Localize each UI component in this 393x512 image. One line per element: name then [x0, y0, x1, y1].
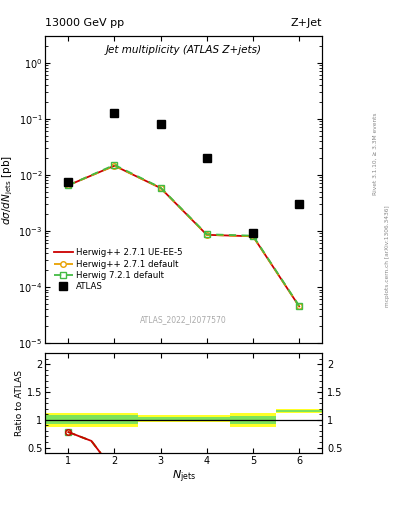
ATLAS — [112, 110, 117, 116]
ATLAS — [251, 230, 255, 237]
Text: Jet multiplicity (ATLAS Z+jets): Jet multiplicity (ATLAS Z+jets) — [106, 45, 262, 55]
Herwig++ 2.7.1 UE-EE-5 — [66, 182, 71, 188]
X-axis label: $N_\mathrm{jets}$: $N_\mathrm{jets}$ — [172, 468, 196, 485]
Y-axis label: $d\sigma/dN_\mathrm{jets}$ [pb]: $d\sigma/dN_\mathrm{jets}$ [pb] — [1, 154, 15, 225]
Legend: Herwig++ 2.7.1 UE-EE-5, Herwig++ 2.7.1 default, Herwig 7.2.1 default, ATLAS: Herwig++ 2.7.1 UE-EE-5, Herwig++ 2.7.1 d… — [52, 247, 185, 293]
Herwig++ 2.7.1 default — [204, 232, 209, 238]
Herwig++ 2.7.1 default — [297, 303, 301, 309]
ATLAS — [204, 155, 209, 161]
Text: Z+Jet: Z+Jet — [291, 18, 322, 28]
Herwig++ 2.7.1 UE-EE-5 — [251, 233, 255, 240]
Herwig++ 2.7.1 UE-EE-5 — [204, 232, 209, 238]
Herwig 7.2.1 default — [158, 184, 163, 190]
Line: Herwig++ 2.7.1 UE-EE-5: Herwig++ 2.7.1 UE-EE-5 — [68, 166, 299, 306]
Herwig++ 2.7.1 default — [112, 163, 117, 169]
Text: Rivet 3.1.10, ≥ 3.3M events: Rivet 3.1.10, ≥ 3.3M events — [373, 112, 378, 195]
Herwig 7.2.1 default — [251, 232, 255, 239]
Text: 13000 GeV pp: 13000 GeV pp — [45, 18, 124, 28]
ATLAS — [297, 201, 301, 207]
Line: Herwig++ 2.7.1 default: Herwig++ 2.7.1 default — [66, 163, 302, 309]
Text: mcplots.cern.ch [arXiv:1306.3436]: mcplots.cern.ch [arXiv:1306.3436] — [385, 205, 389, 307]
Line: Herwig 7.2.1 default: Herwig 7.2.1 default — [66, 162, 302, 309]
Herwig++ 2.7.1 UE-EE-5 — [158, 185, 163, 191]
Herwig 7.2.1 default — [112, 162, 117, 168]
Herwig++ 2.7.1 default — [66, 182, 71, 188]
Herwig 7.2.1 default — [297, 303, 301, 309]
Herwig++ 2.7.1 default — [251, 233, 255, 240]
Herwig++ 2.7.1 default — [158, 185, 163, 191]
Herwig 7.2.1 default — [66, 182, 71, 188]
Y-axis label: Ratio to ATLAS: Ratio to ATLAS — [15, 370, 24, 436]
Line: ATLAS: ATLAS — [64, 110, 303, 237]
ATLAS — [158, 121, 163, 127]
Herwig 7.2.1 default — [204, 231, 209, 238]
Herwig++ 2.7.1 UE-EE-5 — [297, 303, 301, 309]
ATLAS — [66, 179, 71, 185]
Text: ATLAS_2022_I2077570: ATLAS_2022_I2077570 — [140, 315, 227, 325]
Herwig++ 2.7.1 UE-EE-5 — [112, 163, 117, 169]
